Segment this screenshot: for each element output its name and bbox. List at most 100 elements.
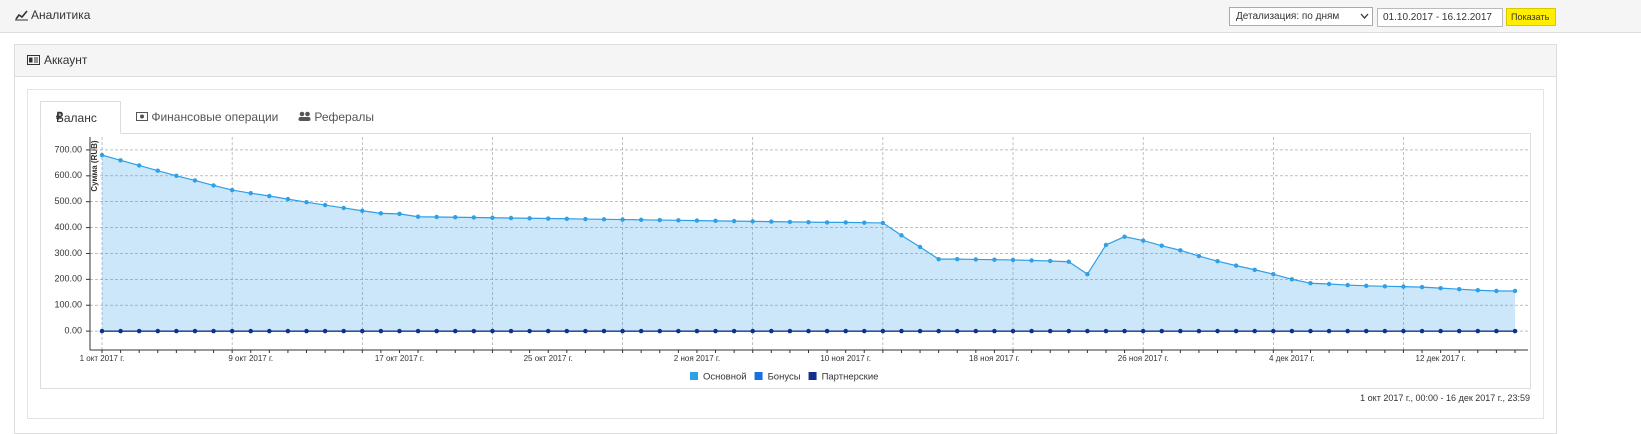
point xyxy=(192,328,198,334)
point xyxy=(917,328,923,334)
point xyxy=(304,200,309,205)
point xyxy=(1271,328,1276,334)
point xyxy=(471,328,477,334)
point xyxy=(694,218,700,223)
point xyxy=(936,328,941,334)
point xyxy=(378,328,384,334)
point xyxy=(1382,328,1388,334)
point xyxy=(787,219,793,225)
point xyxy=(285,196,291,202)
date-input[interactable]: 01.10.2017 - 16.12.2017 xyxy=(1377,8,1503,27)
point xyxy=(285,328,291,334)
point xyxy=(694,328,700,334)
point xyxy=(676,328,681,334)
point xyxy=(1215,328,1220,334)
point xyxy=(1364,328,1369,334)
point xyxy=(415,328,421,334)
point xyxy=(397,211,402,217)
point xyxy=(806,219,811,225)
point xyxy=(750,328,755,334)
point xyxy=(1457,286,1462,292)
point xyxy=(1047,258,1053,264)
point xyxy=(731,328,737,334)
point xyxy=(862,328,867,334)
legend-swatch xyxy=(690,372,698,380)
y-tick-label: 100.00 xyxy=(54,300,82,310)
x-tick-label: 18 ноя 2017 г. xyxy=(969,354,1020,363)
x-tick-label: 9 окт 2017 г. xyxy=(228,354,273,363)
legend-swatch xyxy=(808,372,817,380)
point xyxy=(1159,243,1164,248)
point xyxy=(99,328,105,334)
point xyxy=(1289,277,1295,282)
point xyxy=(992,328,997,334)
point xyxy=(397,328,402,334)
point xyxy=(843,220,848,225)
point xyxy=(564,216,570,221)
point xyxy=(211,183,216,188)
point xyxy=(1047,328,1053,334)
point xyxy=(955,328,960,334)
point xyxy=(1326,328,1332,334)
point xyxy=(1438,285,1443,291)
point xyxy=(1401,284,1406,289)
point xyxy=(322,328,328,334)
show-button[interactable]: Показать xyxy=(1506,8,1556,26)
y-axis-label: Сумма (RUB) xyxy=(90,140,99,192)
tab[interactable]: Рефералы xyxy=(298,110,374,124)
point xyxy=(1494,328,1499,334)
point xyxy=(1085,328,1090,334)
point xyxy=(880,220,886,226)
tab-label: Рефералы xyxy=(314,110,375,124)
point xyxy=(1029,258,1034,263)
point xyxy=(1215,259,1220,264)
point xyxy=(657,217,662,223)
users-icon xyxy=(298,111,311,121)
point xyxy=(471,215,477,220)
x-tick-label: 25 окт 2017 г. xyxy=(524,354,573,363)
point xyxy=(136,163,142,168)
point xyxy=(1494,288,1499,294)
point xyxy=(1308,281,1313,286)
point xyxy=(992,257,997,262)
area xyxy=(102,155,1515,332)
money-icon xyxy=(136,112,148,121)
point xyxy=(360,208,365,213)
point xyxy=(118,158,123,163)
point xyxy=(453,328,458,334)
point xyxy=(1178,248,1183,253)
point xyxy=(434,328,439,334)
point xyxy=(899,233,904,238)
tab-active[interactable]: Баланс xyxy=(40,101,121,134)
chart-icon xyxy=(15,10,28,21)
tab[interactable]: Финансовые операции xyxy=(136,110,278,124)
point xyxy=(769,328,774,334)
x-tick-label: 2 ноя 2017 г. xyxy=(674,354,720,363)
point xyxy=(1345,282,1350,288)
point xyxy=(936,256,941,262)
point xyxy=(378,211,384,216)
point xyxy=(267,193,272,199)
point xyxy=(824,328,830,334)
point xyxy=(1512,288,1518,294)
point xyxy=(638,328,644,334)
point xyxy=(1326,281,1332,287)
point xyxy=(453,215,458,220)
point xyxy=(1085,271,1090,277)
legend-label: Бонусы xyxy=(768,372,801,383)
point xyxy=(973,328,979,334)
legend-swatch xyxy=(754,372,763,380)
x-tick-label: 1 окт 2017 г. xyxy=(80,354,125,363)
panel-header xyxy=(15,45,1556,77)
point xyxy=(434,214,439,220)
point xyxy=(787,328,793,334)
detail-select[interactable]: Детализация: по дням xyxy=(1229,7,1373,26)
point xyxy=(1364,283,1369,289)
point xyxy=(1178,328,1183,334)
point xyxy=(1252,328,1257,334)
point xyxy=(583,328,588,334)
point xyxy=(1103,328,1109,334)
point xyxy=(1010,328,1016,334)
ruble-icon: ₽ xyxy=(56,111,63,123)
point xyxy=(1140,328,1146,334)
